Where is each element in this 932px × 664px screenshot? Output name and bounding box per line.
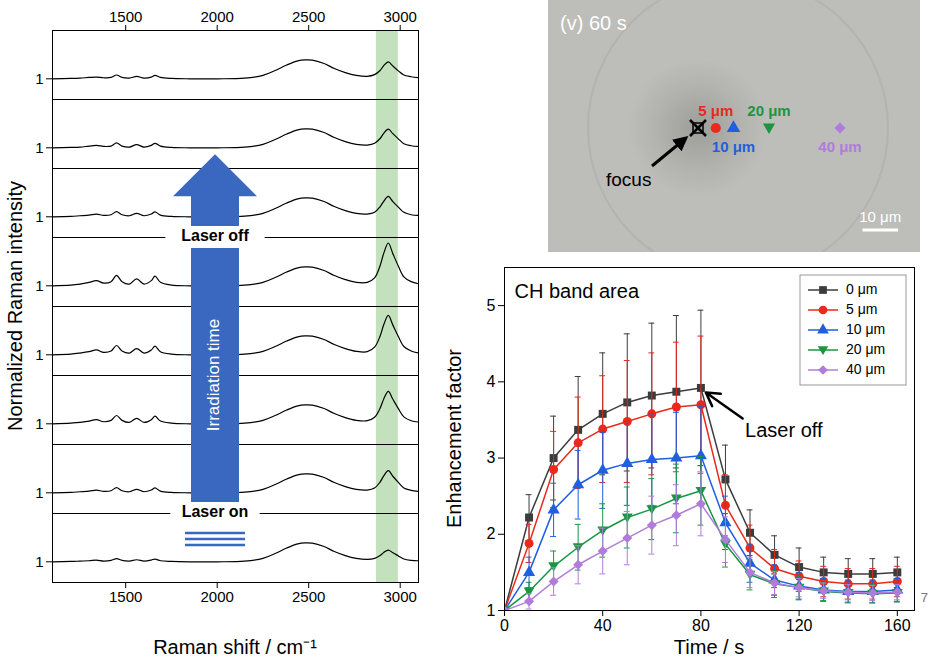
svg-text:10 μm: 10 μm <box>859 208 901 225</box>
svg-text:CH band area: CH band area <box>515 280 640 302</box>
svg-text:5: 5 <box>487 297 496 314</box>
svg-text:Normalized Raman intensity: Normalized Raman intensity <box>4 181 26 431</box>
svg-text:Laser on: Laser on <box>182 503 249 520</box>
svg-text:20 μm: 20 μm <box>747 102 790 119</box>
svg-text:2: 2 <box>487 525 496 542</box>
svg-text:120: 120 <box>786 617 813 634</box>
svg-text:3000: 3000 <box>384 8 417 25</box>
svg-text:Raman shift / cm⁻¹: Raman shift / cm⁻¹ <box>153 636 317 658</box>
svg-text:1500: 1500 <box>109 8 142 25</box>
svg-text:Laser off: Laser off <box>181 227 249 244</box>
svg-text:1: 1 <box>35 484 43 501</box>
svg-text:2500: 2500 <box>292 8 325 25</box>
svg-text:3000: 3000 <box>384 588 417 605</box>
svg-text:focus: focus <box>606 169 651 190</box>
svg-text:1: 1 <box>35 70 43 87</box>
svg-text:20 μm: 20 μm <box>846 341 885 357</box>
svg-text:7: 7 <box>921 590 928 605</box>
svg-text:80: 80 <box>692 617 710 634</box>
svg-text:160: 160 <box>884 617 911 634</box>
svg-text:40 μm: 40 μm <box>846 361 885 377</box>
svg-text:1500: 1500 <box>109 588 142 605</box>
svg-text:10 μm: 10 μm <box>846 321 885 337</box>
svg-text:1: 1 <box>35 346 43 363</box>
svg-text:2500: 2500 <box>292 588 325 605</box>
svg-text:Laser off: Laser off <box>745 419 823 441</box>
svg-text:Irradiation time: Irradiation time <box>204 319 223 431</box>
svg-text:1: 1 <box>35 139 43 156</box>
svg-text:Time / s: Time / s <box>674 636 744 658</box>
svg-text:(v) 60 s: (v) 60 s <box>560 12 627 34</box>
svg-text:40 μm: 40 μm <box>818 138 861 155</box>
svg-text:1: 1 <box>35 277 43 294</box>
svg-text:0: 0 <box>500 617 509 634</box>
svg-text:0 μm: 0 μm <box>846 281 877 297</box>
svg-text:5 μm: 5 μm <box>698 102 733 119</box>
svg-text:2000: 2000 <box>201 8 234 25</box>
svg-text:2000: 2000 <box>201 588 234 605</box>
svg-text:1: 1 <box>35 553 43 570</box>
svg-text:1: 1 <box>35 415 43 432</box>
svg-text:40: 40 <box>594 617 612 634</box>
svg-text:10 μm: 10 μm <box>712 138 755 155</box>
svg-text:1: 1 <box>35 208 43 225</box>
svg-text:4: 4 <box>487 373 496 390</box>
svg-text:3: 3 <box>487 449 496 466</box>
svg-text:1: 1 <box>487 602 496 619</box>
svg-text:Enhancement factor: Enhancement factor <box>443 349 465 528</box>
svg-text:5 μm: 5 μm <box>846 301 877 317</box>
